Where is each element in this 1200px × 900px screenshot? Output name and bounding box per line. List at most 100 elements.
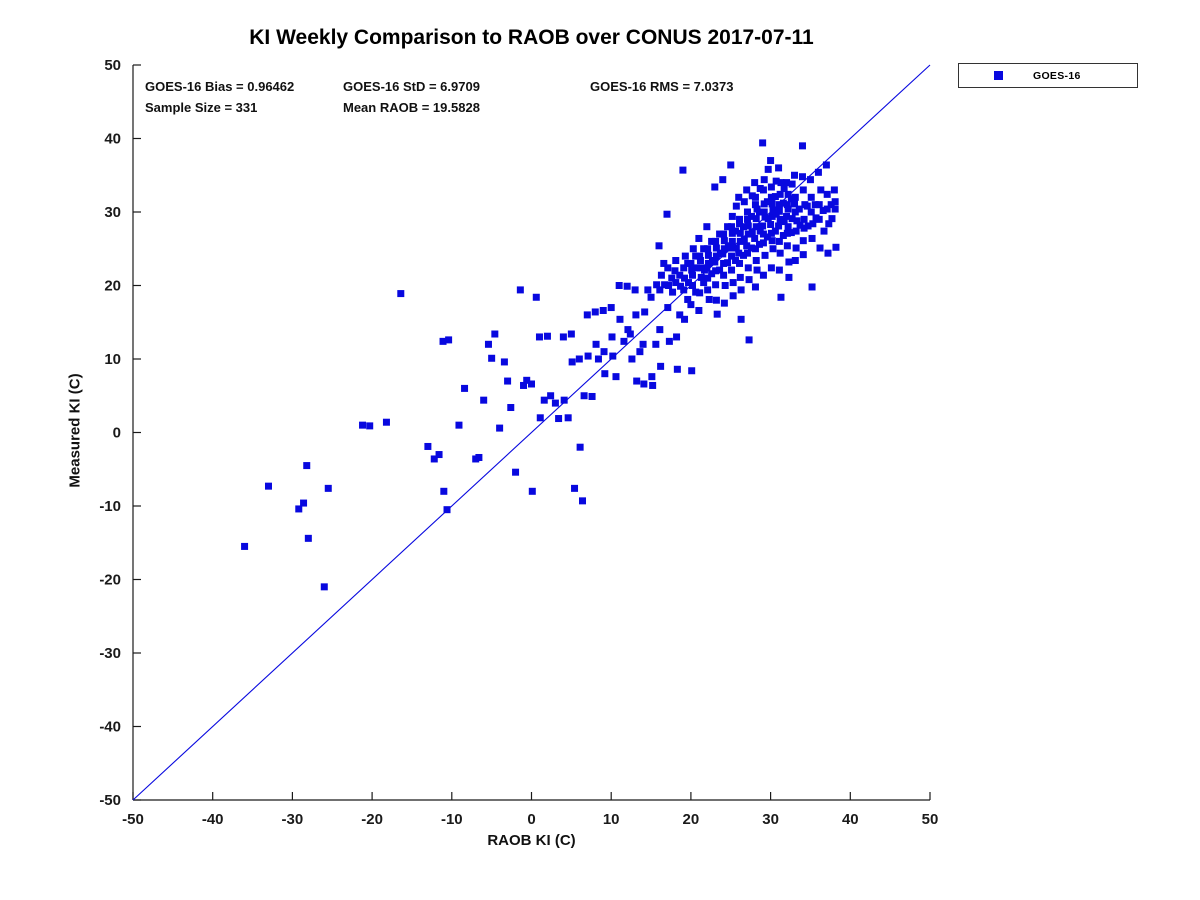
scatter-point (716, 230, 724, 238)
scatter-point (822, 161, 830, 169)
x-tick-label: 10 (603, 811, 620, 828)
scatter-point (767, 157, 775, 165)
scatter-point (769, 245, 777, 253)
scatter-point (700, 279, 708, 287)
scatter-point (688, 271, 696, 279)
scatter-point (656, 286, 664, 294)
scatter-point (747, 212, 755, 220)
scatter-point (626, 330, 634, 338)
scatter-point (799, 251, 807, 259)
scatter-point (747, 244, 755, 252)
scatter-point (507, 404, 515, 412)
y-tick-label: -20 (99, 572, 121, 589)
scatter-point (763, 233, 771, 241)
scatter-point (806, 176, 814, 184)
scatter-point (663, 210, 671, 218)
scatter-point (769, 207, 777, 215)
x-tick-label: 0 (527, 811, 535, 828)
x-tick-label: 30 (762, 811, 779, 828)
scatter-point (668, 274, 676, 282)
scatter-point (664, 264, 672, 272)
scatter-point (575, 355, 583, 363)
scatter-point (743, 208, 751, 216)
y-tick-label: 0 (113, 425, 121, 442)
scatter-point (692, 252, 700, 260)
scatter-point (737, 315, 745, 323)
scatter-point (359, 421, 367, 429)
scatter-point (775, 222, 783, 230)
scatter-point (712, 252, 720, 260)
scatter-point (695, 234, 703, 242)
scatter-point (504, 377, 512, 385)
scatter-point (712, 296, 720, 304)
scatter-point (799, 186, 807, 194)
scatter-point (795, 205, 803, 213)
scatter-point (608, 333, 616, 341)
scatter-point (720, 259, 728, 267)
scatter-point (488, 354, 496, 362)
x-tick-label: -40 (202, 811, 224, 828)
scatter-point (623, 282, 631, 290)
scatter-point (724, 259, 732, 267)
scatter-point (745, 336, 753, 344)
scatter-point (807, 193, 815, 201)
scatter-point (752, 215, 760, 223)
scatter-point (740, 223, 748, 231)
scatter-point (424, 442, 432, 450)
scatter-point (696, 257, 704, 265)
scatter-point (768, 212, 776, 220)
scatter-point (583, 311, 591, 319)
x-axis-label: RAOB KI (C) (487, 832, 576, 849)
scatter-point (752, 257, 760, 265)
scatter-point (655, 242, 663, 250)
scatter-point (719, 176, 727, 184)
scatter-point (700, 245, 708, 253)
scatter-point (783, 179, 791, 187)
scatter-point (445, 336, 453, 344)
scatter-point (636, 348, 644, 356)
scatter-point (751, 245, 759, 253)
scatter-point (809, 220, 817, 228)
scatter-point (736, 220, 744, 228)
scatter-point (777, 293, 785, 301)
tick-labels: -50 -40 -30 -20 -10 0 10 20 30 40 50 -50 -40 -30 -20 -1… (99, 57, 938, 828)
scatter-point (713, 310, 721, 318)
scatter-point (791, 257, 799, 265)
scatter-point (660, 259, 668, 267)
chart-title: KI Weekly Comparison to RAOB over CONUS … (249, 26, 814, 49)
scatter-point (455, 421, 463, 429)
scatter-point (759, 271, 767, 279)
scatter-point (591, 308, 599, 316)
scatter-point (767, 220, 775, 228)
scatter-point (652, 340, 660, 348)
scatter-point (780, 184, 788, 192)
scatter-point (689, 245, 697, 253)
scatter-point (736, 229, 744, 237)
scatter-point (696, 252, 704, 260)
scatter-point (743, 242, 751, 250)
scatter-point (241, 542, 249, 550)
scatter-point (705, 295, 713, 303)
scatter-point (771, 227, 779, 235)
scatter-point (824, 249, 832, 257)
scatter-point (779, 232, 787, 240)
scatter-point (832, 243, 840, 251)
scatter-point (708, 237, 716, 245)
scatter-point (751, 201, 759, 209)
scatter-point (681, 274, 689, 282)
scatter-point (775, 266, 783, 274)
scatter-point (783, 229, 791, 237)
scatter-point (736, 259, 744, 267)
scatter-point (732, 244, 740, 252)
scatter-point (728, 223, 736, 231)
scatter-point (300, 499, 308, 507)
scatter-point (724, 223, 732, 231)
scatter-point (673, 333, 681, 341)
scatter-point (712, 244, 720, 252)
scatter-point (609, 352, 617, 360)
scatter-point (759, 239, 767, 247)
scatter-point (759, 139, 767, 147)
scatter-point (696, 289, 704, 297)
scatter-point (787, 229, 795, 237)
scatter-point (768, 200, 776, 208)
